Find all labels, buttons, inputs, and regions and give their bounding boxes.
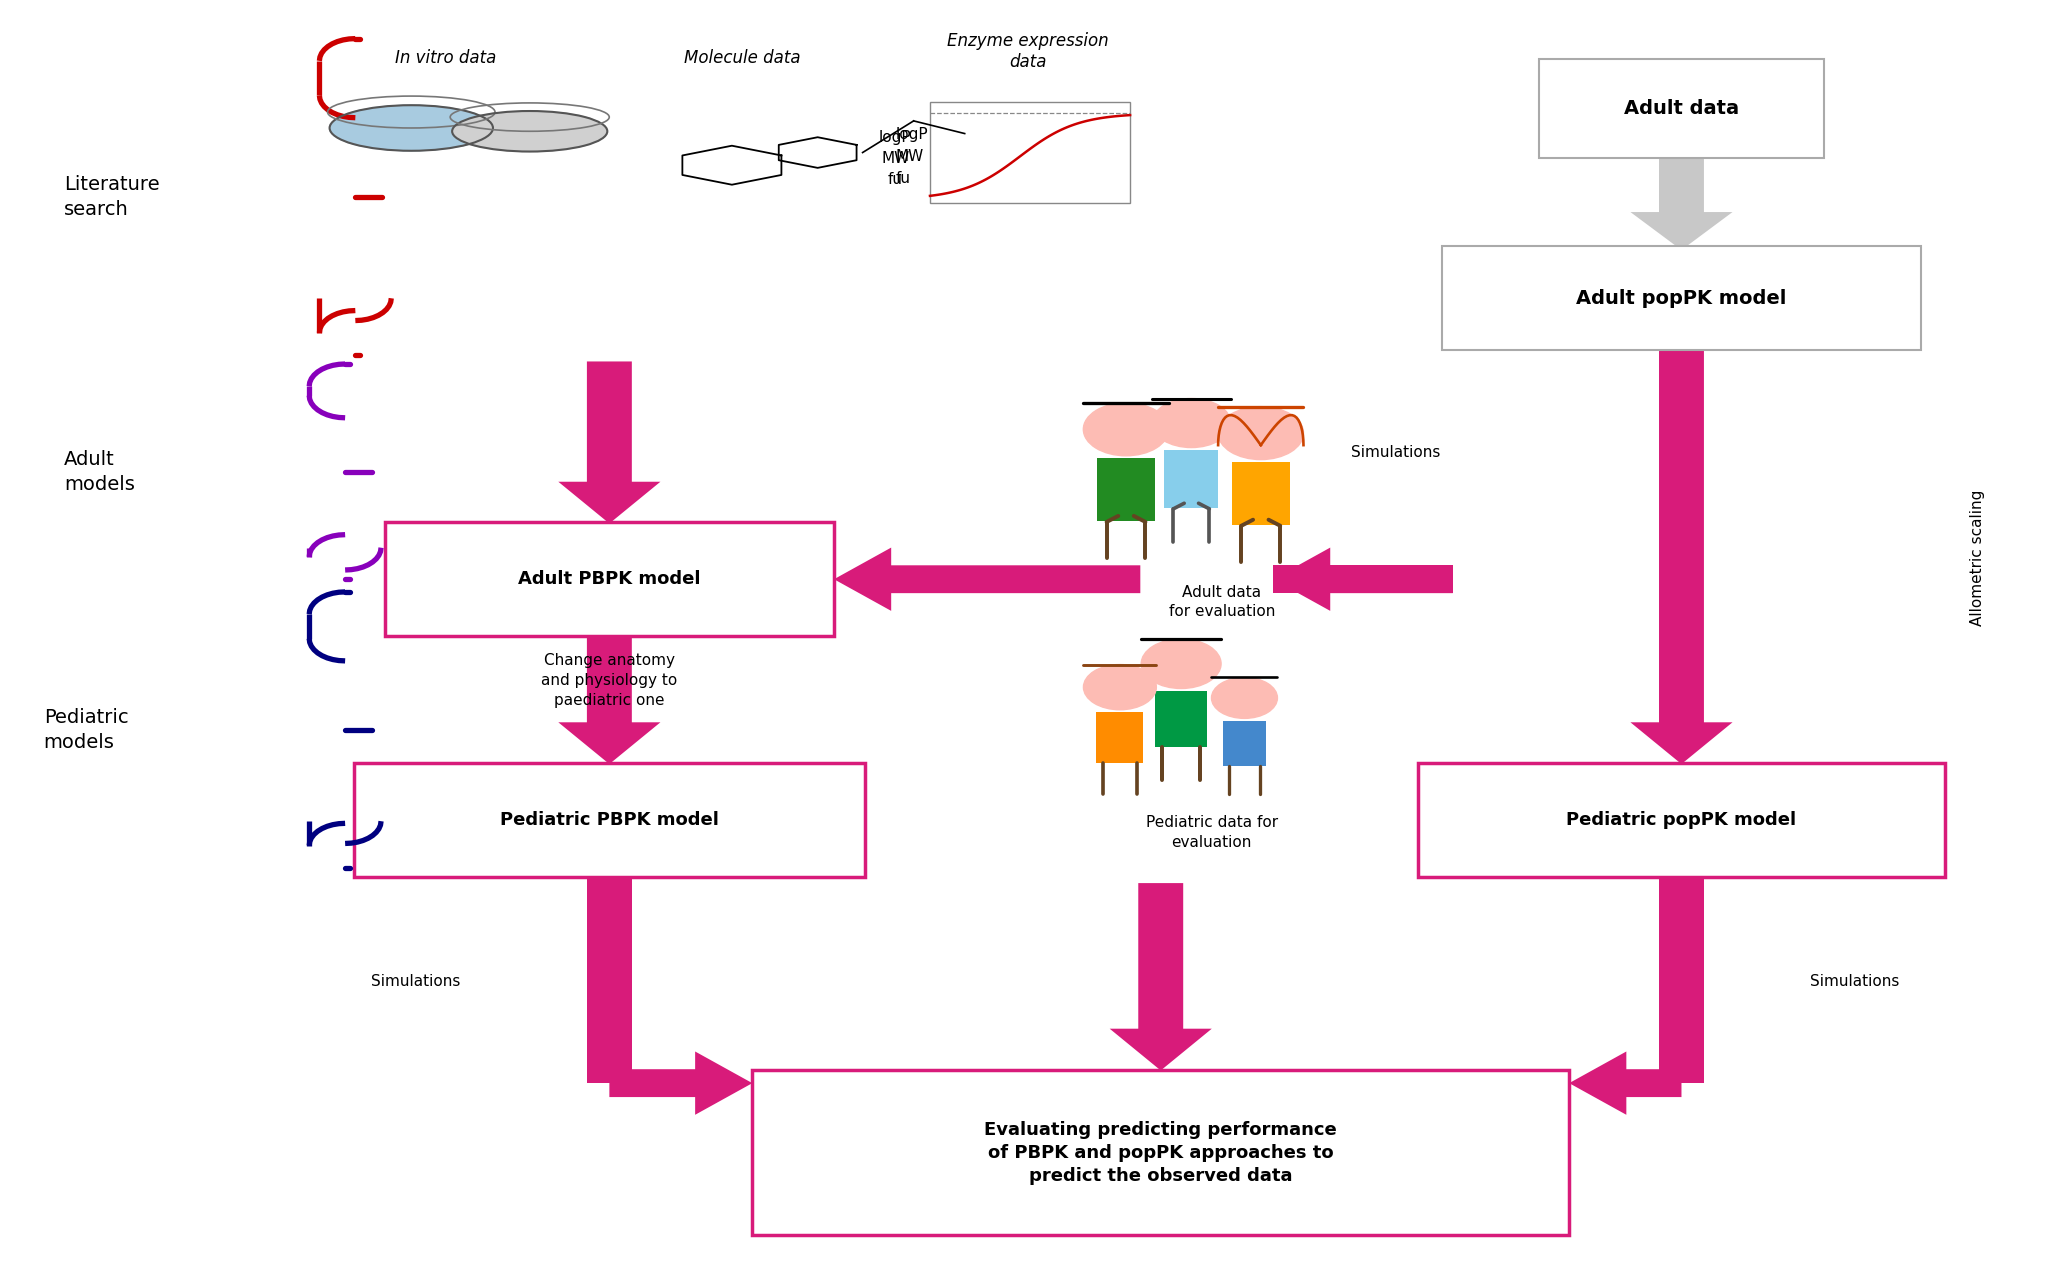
FancyArrow shape [1659,872,1704,1083]
Text: Adult
models: Adult models [64,449,136,494]
Text: Adult data
for evaluation: Adult data for evaluation [1168,585,1275,620]
Text: Allometric scaling: Allometric scaling [1970,489,1986,626]
Text: Adult popPK model: Adult popPK model [1577,289,1787,307]
Bar [929,102,1131,204]
FancyBboxPatch shape [354,763,866,877]
FancyArrow shape [559,631,660,764]
FancyArrow shape [559,361,660,524]
FancyArrow shape [1155,691,1207,746]
Circle shape [1084,664,1155,710]
FancyBboxPatch shape [384,522,835,636]
Circle shape [1141,639,1221,689]
Text: logP
MW
fu: logP MW fu [880,131,911,187]
Ellipse shape [452,111,607,151]
FancyArrow shape [1223,721,1266,767]
Text: Simulations: Simulations [1811,974,1900,989]
Text: Literature
search: Literature search [64,175,160,219]
Text: Change anatomy
and physiology to
paediatric one: Change anatomy and physiology to paediat… [541,653,678,708]
Text: Molecule data: Molecule data [685,49,800,67]
FancyBboxPatch shape [1419,763,1945,877]
Circle shape [1211,677,1277,718]
FancyArrow shape [1164,449,1219,508]
FancyArrow shape [1569,1051,1682,1115]
Text: Enzyme expression
data: Enzyme expression data [948,32,1108,70]
FancyBboxPatch shape [752,1070,1569,1235]
Ellipse shape [329,105,493,151]
FancyArrow shape [1630,152,1733,250]
FancyBboxPatch shape [1441,246,1922,349]
Text: Simulations: Simulations [1351,445,1441,460]
FancyArrow shape [586,872,631,1083]
Text: Pediatric popPK model: Pediatric popPK model [1567,810,1797,828]
Text: logP
MW
fu: logP MW fu [894,127,927,186]
FancyArrow shape [609,1051,752,1115]
Text: Adult PBPK model: Adult PBPK model [518,570,701,589]
Text: Pediatric PBPK model: Pediatric PBPK model [500,810,720,828]
FancyArrow shape [1630,344,1733,764]
Text: Pediatric data for
evaluation: Pediatric data for evaluation [1145,815,1279,850]
Text: Adult data: Adult data [1624,99,1739,118]
Text: Simulations: Simulations [370,974,461,989]
Text: Evaluating predicting performance
of PBPK and popPK approaches to
predict the ob: Evaluating predicting performance of PBP… [985,1121,1336,1185]
FancyArrow shape [1273,566,1454,593]
Circle shape [1217,407,1304,460]
FancyArrow shape [1110,883,1211,1070]
FancyArrow shape [1273,548,1454,611]
Circle shape [1084,403,1168,456]
FancyArrow shape [835,548,1141,611]
FancyBboxPatch shape [1538,59,1824,157]
FancyArrow shape [1098,458,1155,521]
Circle shape [1151,398,1232,448]
FancyArrow shape [1096,713,1143,763]
Text: Pediatric
models: Pediatric models [43,708,127,751]
FancyArrow shape [1232,462,1289,525]
Text: In vitro data: In vitro data [395,49,498,67]
